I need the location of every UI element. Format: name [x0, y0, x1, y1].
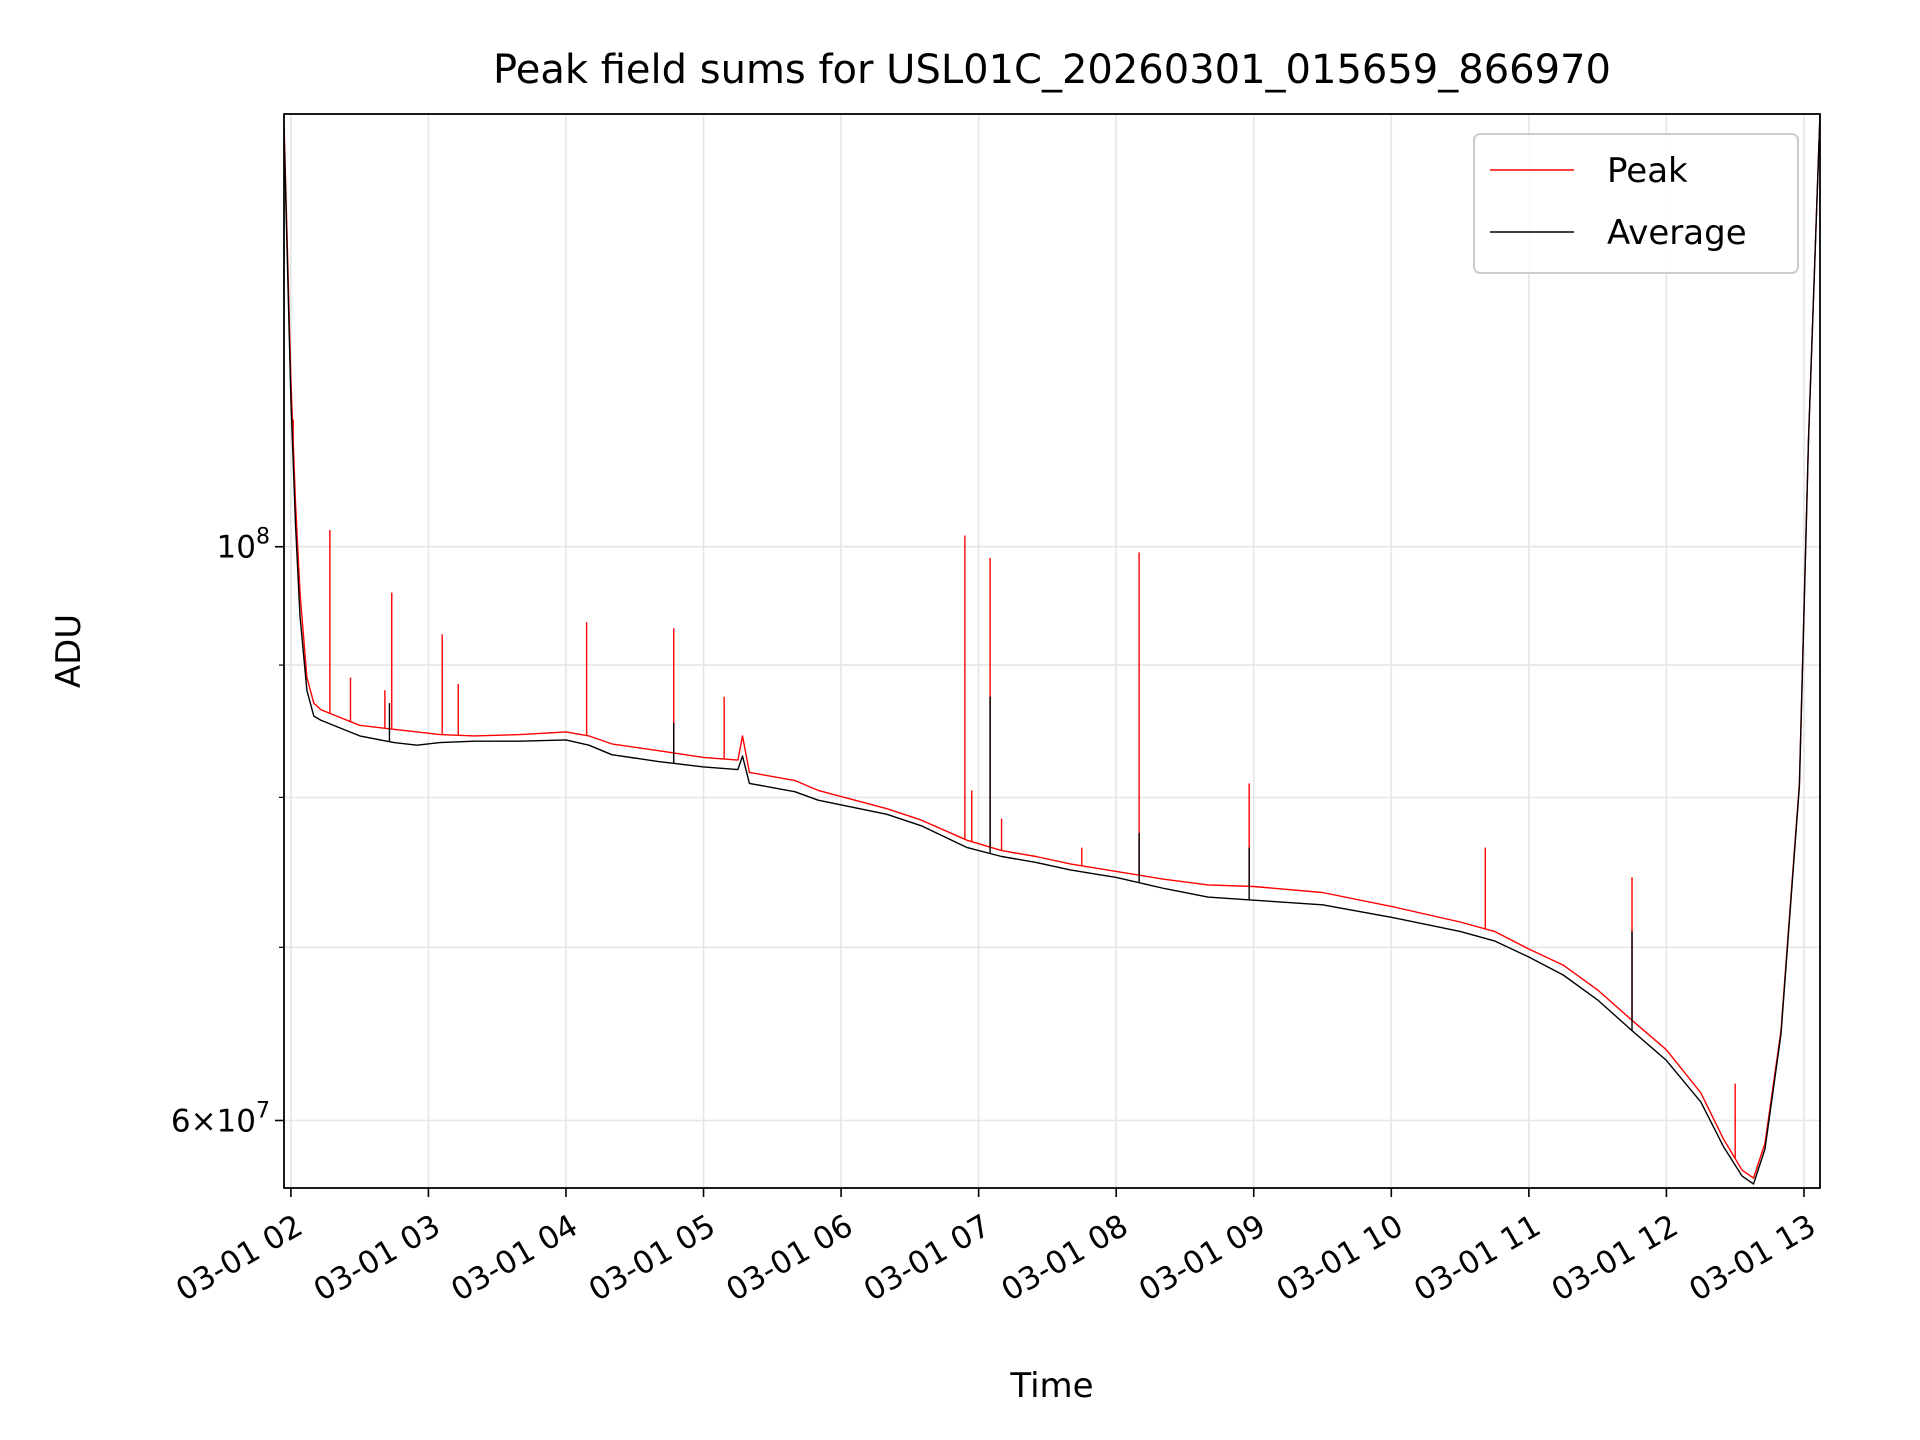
- y-tick-label: 108: [217, 525, 270, 566]
- plot-area: [284, 114, 1820, 1188]
- y-axis-label: ADU: [49, 614, 89, 688]
- series-line-average: [284, 114, 1820, 1185]
- legend-box: [1473, 133, 1799, 274]
- axes-frame: [283, 113, 1821, 1189]
- series-line-peak: [284, 114, 1820, 1179]
- chart-title: Peak field sums for USL01C_20260301_0156…: [493, 47, 1611, 93]
- x-axis-label: Time: [1009, 1366, 1093, 1406]
- series-layer: [284, 114, 1820, 1185]
- y-tick-label: 6×107: [171, 1098, 270, 1139]
- legend-label-average: Average: [1607, 213, 1747, 253]
- legend-label-peak: Peak: [1607, 151, 1688, 191]
- grid: [284, 114, 1820, 1188]
- legend: Peak Average: [1473, 133, 1799, 274]
